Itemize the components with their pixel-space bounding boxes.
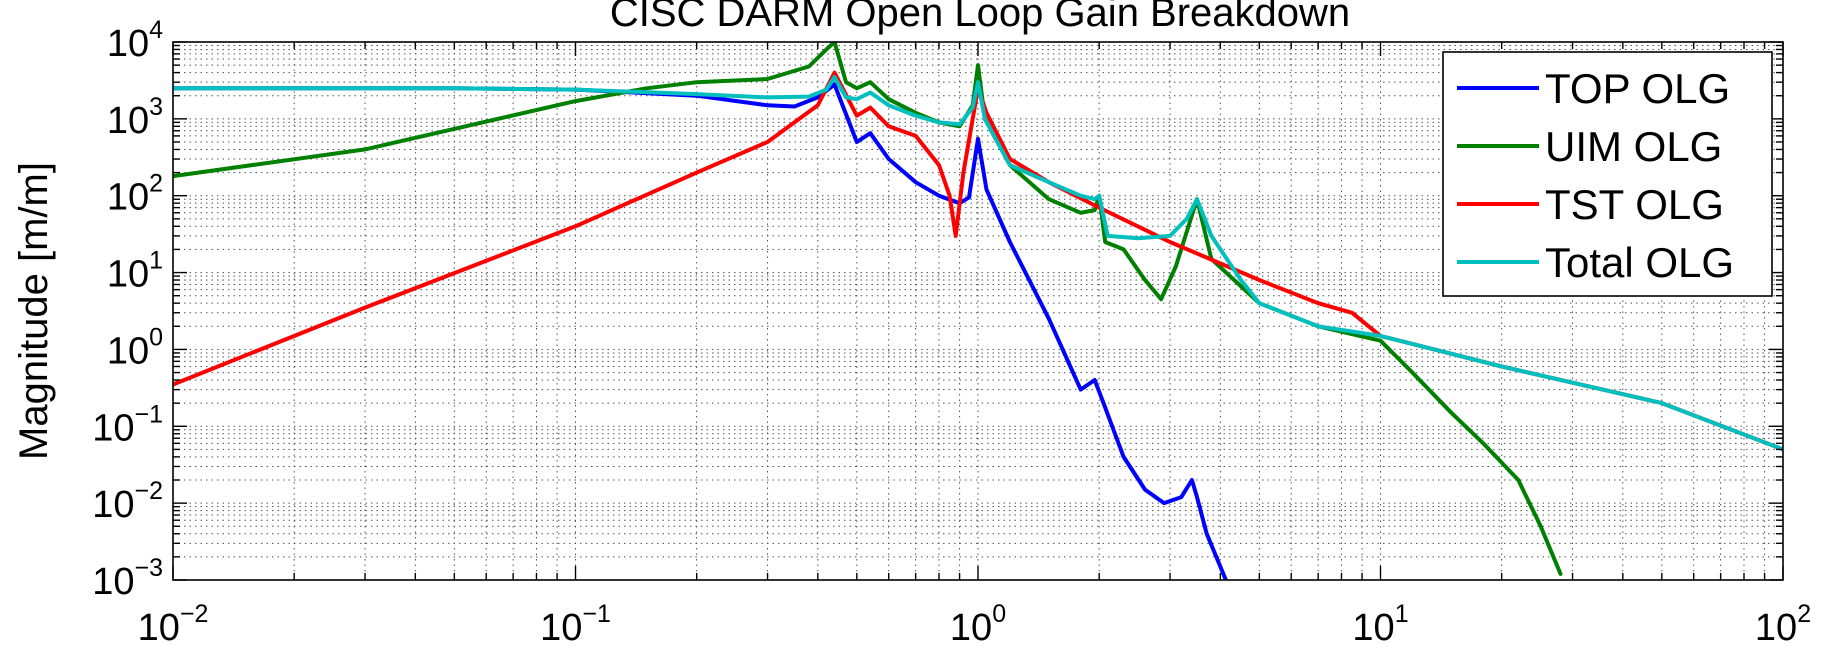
legend-box — [1442, 51, 1773, 297]
series-layer — [173, 42, 1783, 580]
x-tick-label: 10−1 — [540, 600, 611, 649]
series-line-top-olg — [173, 82, 1229, 580]
tick-marks — [172, 41, 1784, 581]
y-tick-label: 10−1 — [92, 400, 163, 449]
y-tick-label: 101 — [107, 247, 163, 296]
y-tick-label: 102 — [107, 170, 163, 219]
x-tick-labels: 10−2 10−1 100 101 102 — [138, 600, 1811, 649]
x-tick-label: 102 — [1755, 600, 1811, 649]
legend-label: UIM OLG — [1545, 123, 1722, 170]
y-tick-label: 100 — [107, 323, 163, 372]
chart-title: CISC DARM Open Loop Gain Breakdown — [610, 0, 1350, 35]
series-line-total-olg — [173, 75, 1783, 452]
legend-label: Total OLG — [1545, 239, 1734, 286]
legend-label: TST OLG — [1545, 181, 1724, 228]
y-tick-label: 10−3 — [92, 554, 163, 603]
y-tick-label: 104 — [107, 16, 163, 65]
series-line-tst-olg — [173, 70, 1783, 452]
x-tick-label: 100 — [950, 600, 1006, 649]
y-tick-labels: 10−3 10−2 10−1 100 101 102 103 104 — [92, 16, 163, 603]
legend-label: TOP OLG — [1545, 65, 1730, 112]
x-tick-label: 10−2 — [138, 600, 209, 649]
legend: TOP OLG UIM OLG TST OLG Total OLG — [1442, 51, 1773, 297]
y-axis-title: Magnitude [m/m] — [12, 162, 56, 460]
y-tick-label: 103 — [107, 93, 163, 142]
x-tick-label: 101 — [1352, 600, 1408, 649]
y-tick-label: 10−2 — [92, 477, 163, 526]
series-line-uim-olg — [173, 42, 1563, 576]
